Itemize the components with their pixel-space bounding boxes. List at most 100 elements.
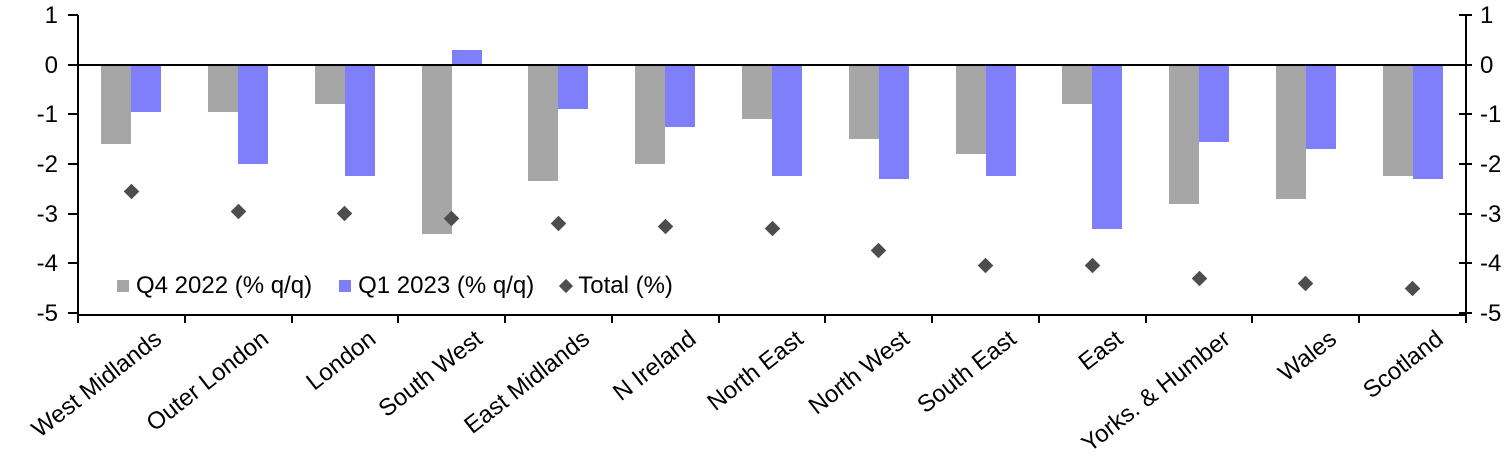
x-axis-tick xyxy=(1465,314,1467,323)
y-tick-left xyxy=(68,312,78,314)
y-axis-label-right: -2 xyxy=(1480,151,1502,178)
category-label: South West xyxy=(373,325,488,423)
y-axis-label-left: 0 xyxy=(44,51,58,79)
total-diamond-marker xyxy=(870,243,887,259)
q1-2023-bar xyxy=(1305,64,1336,150)
y-tick-left xyxy=(68,113,78,116)
q1-2023-bar xyxy=(1092,64,1123,229)
y-tick-left xyxy=(68,63,78,66)
y-tick-right xyxy=(1459,113,1472,116)
y-axis-label-left: -3 xyxy=(36,200,58,228)
x-axis-tick xyxy=(504,314,507,323)
y-tick-left xyxy=(68,163,78,165)
q1-2023-bar xyxy=(1412,64,1443,179)
x-axis-tick xyxy=(610,314,613,323)
legend-label-q4-2022: Q4 2022 (% q/q) xyxy=(136,272,313,299)
q1-2023-bar xyxy=(878,64,909,179)
x-axis-tick xyxy=(1037,314,1040,323)
q1-2023-bar xyxy=(665,64,696,127)
y-axis-label-left: -5 xyxy=(36,300,58,327)
q1-2023-bar xyxy=(238,64,269,164)
category-label: North West xyxy=(803,325,915,421)
zero-line xyxy=(77,63,1467,66)
q4-2022-bar xyxy=(955,64,986,155)
total-diamond-marker xyxy=(977,258,994,274)
category-label: West Midlands xyxy=(27,325,168,444)
q1-2023-bar xyxy=(985,64,1016,177)
q4-2022-bar xyxy=(101,64,132,145)
category-label: North East xyxy=(702,325,809,417)
x-axis-tick xyxy=(397,314,400,323)
y-axis-label-left: 1 xyxy=(44,2,58,29)
q4-2022-bar xyxy=(1062,64,1093,105)
q1-2023-bar xyxy=(344,64,375,177)
q1-2023-bar xyxy=(558,64,589,110)
total-diamond-marker xyxy=(1191,270,1207,286)
q4-2022-bar xyxy=(528,64,559,182)
category-label: Wales xyxy=(1273,325,1342,387)
x-axis-tick xyxy=(824,314,827,323)
y-axis-label-left: -2 xyxy=(36,151,58,178)
q4-2022-bar xyxy=(635,64,666,164)
q1-2023-bar xyxy=(451,49,482,65)
y-tick-right xyxy=(1459,163,1472,165)
q4-2022-bar xyxy=(208,64,239,112)
total-diamond-marker xyxy=(1084,258,1101,274)
y-tick-left xyxy=(68,262,78,265)
y-tick-left xyxy=(68,212,78,215)
category-label: Scotland xyxy=(1358,325,1449,404)
y-tick-right xyxy=(1459,312,1472,314)
x-axis-tick xyxy=(931,314,934,323)
q1-2023-swatch-icon xyxy=(339,280,352,292)
x-axis xyxy=(77,314,1467,316)
q4-2022-bar xyxy=(1169,64,1200,204)
y-tick-left xyxy=(68,14,78,16)
legend-item-q1-2023: Q1 2023 (% q/q) xyxy=(339,274,534,298)
total-diamond-marker xyxy=(123,183,140,200)
q1-2023-bar xyxy=(1199,64,1230,142)
y-axis-label-left: -4 xyxy=(36,250,58,278)
x-axis-tick xyxy=(717,314,720,323)
total-diamond-icon xyxy=(559,278,574,294)
category-label: East xyxy=(1073,325,1129,377)
x-axis-tick xyxy=(77,314,79,323)
x-axis-tick xyxy=(1358,314,1361,323)
total-diamond-marker xyxy=(230,203,246,219)
x-axis-tick xyxy=(290,314,293,323)
y-tick-right xyxy=(1459,14,1472,16)
y-axis-left xyxy=(77,15,79,315)
y-axis-label-right: -5 xyxy=(1480,300,1502,327)
x-axis-tick xyxy=(1144,314,1147,323)
y-axis-right xyxy=(1465,15,1467,315)
legend-item-total: Total (%) xyxy=(559,272,673,299)
x-axis-tick xyxy=(183,314,186,323)
y-axis-label-right: -3 xyxy=(1480,200,1502,228)
total-diamond-marker xyxy=(1404,280,1421,296)
category-label: South East xyxy=(912,325,1022,419)
legend: Q4 2022 (% q/q) Q1 2023 (% q/q) Total (%… xyxy=(117,274,673,298)
category-label: N Ireland xyxy=(607,325,702,407)
y-tick-right xyxy=(1459,262,1472,265)
q4-2022-bar xyxy=(1382,64,1413,177)
q4-2022-swatch-icon xyxy=(117,280,129,292)
q4-2022-bar xyxy=(314,64,345,105)
q1-2023-bar xyxy=(772,64,802,177)
q4-2022-bar xyxy=(421,64,452,234)
y-axis-label-right: -1 xyxy=(1480,101,1502,129)
total-diamond-marker xyxy=(550,215,567,232)
legend-item-q4-2022: Q4 2022 (% q/q) xyxy=(117,274,312,298)
total-diamond-marker xyxy=(1298,275,1314,291)
category-label: London xyxy=(301,325,381,396)
q4-2022-bar xyxy=(742,64,772,120)
total-diamond-marker xyxy=(337,205,353,222)
q4-2022-bar xyxy=(1275,64,1306,199)
y-axis-label-right: -4 xyxy=(1480,250,1502,278)
y-axis-label-right: 0 xyxy=(1480,51,1494,79)
q1-2023-bar xyxy=(131,64,162,112)
legend-label-q1-2023: Q1 2023 (% q/q) xyxy=(358,272,535,299)
x-axis-tick xyxy=(1251,314,1254,323)
y-axis-label-right: 1 xyxy=(1480,2,1494,29)
legend-label-total: Total (%) xyxy=(578,272,673,299)
total-diamond-marker xyxy=(764,220,780,237)
y-tick-right xyxy=(1459,212,1472,215)
